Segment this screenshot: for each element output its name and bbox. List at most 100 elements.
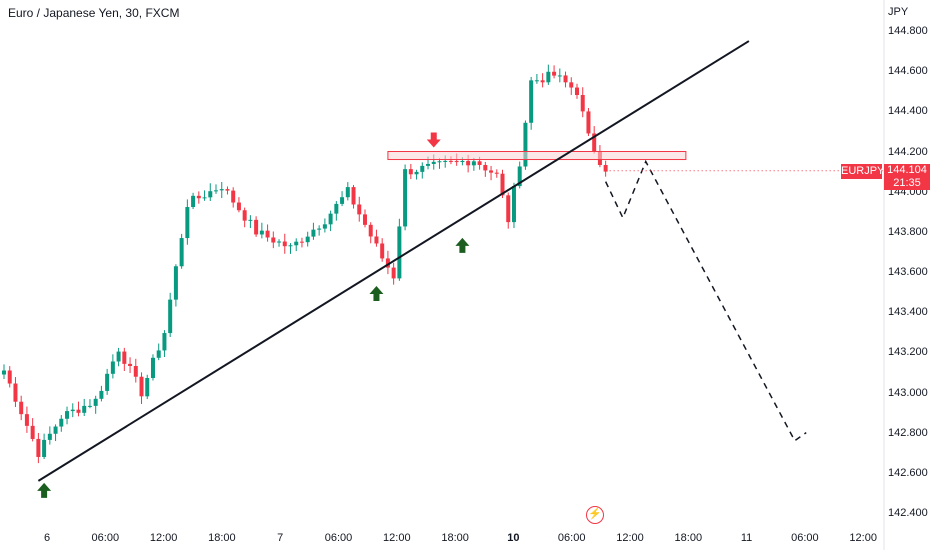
bar-countdown: 21:35: [893, 177, 921, 189]
price-tick-label: 143.600: [888, 266, 928, 278]
candle-body: [517, 166, 522, 187]
candle-body: [448, 160, 453, 162]
candle-body: [179, 238, 184, 267]
candle-body: [13, 383, 18, 402]
price-tick-label: 143.200: [888, 346, 928, 359]
candle-body: [248, 219, 253, 221]
candle-body: [47, 433, 52, 440]
time-tick-label: 06:00: [324, 532, 353, 544]
candle-body: [185, 207, 190, 239]
candle-body: [466, 160, 471, 166]
candle-body: [93, 398, 98, 406]
candle-body: [282, 241, 287, 247]
price-tick-label: 144.800: [888, 25, 928, 37]
candle-body: [254, 219, 259, 235]
candle-body: [340, 197, 345, 204]
price-tick-label: 144.200: [888, 145, 928, 158]
time-tick-label: 06:00: [91, 532, 120, 544]
candle-body: [460, 160, 465, 162]
candle-body: [105, 373, 110, 391]
candle-body: [437, 161, 442, 163]
candle-body: [277, 241, 282, 243]
candle-body: [592, 133, 597, 152]
candle-body: [2, 370, 6, 375]
candles-layer: [2, 64, 608, 464]
price-tick-label: 144.600: [888, 65, 928, 78]
candle-body: [87, 405, 92, 407]
time-tick-label: 12:00: [383, 532, 411, 544]
candle-body: [59, 418, 64, 427]
symbol-badge: EURJPY: [841, 164, 885, 179]
candle-body: [603, 164, 608, 172]
candle-body: [36, 438, 41, 457]
arrow-up-icon[interactable]: [455, 237, 470, 253]
candle-body: [334, 203, 339, 214]
resistance-zone[interactable]: [387, 151, 687, 161]
projection-path[interactable]: [604, 159, 807, 442]
candle-body: [139, 376, 144, 397]
candle-body: [540, 80, 545, 83]
candle-body: [351, 187, 356, 205]
candle-body: [30, 425, 35, 439]
candle-body: [288, 245, 293, 247]
candle-body: [202, 197, 207, 199]
candle-body: [156, 350, 161, 358]
candle-body: [431, 161, 436, 164]
candle-body: [271, 237, 276, 243]
candle-body: [214, 190, 219, 192]
candle-body: [133, 365, 138, 377]
candle-body: [53, 426, 58, 434]
candle-body: [162, 333, 167, 351]
candle-body: [368, 224, 373, 237]
candle-body: [236, 202, 241, 211]
candle-body: [408, 169, 413, 175]
candle-body: [70, 409, 75, 412]
lightning-icon[interactable]: ⚡: [586, 506, 604, 524]
candle-body: [24, 414, 29, 426]
candle-body: [426, 163, 431, 166]
candle-body: [42, 439, 47, 457]
price-tick-label: 143.000: [888, 386, 928, 399]
candle-body: [225, 189, 230, 191]
candle-body: [110, 361, 115, 374]
arrow-up-icon[interactable]: [369, 286, 384, 302]
candle-body: [477, 161, 482, 165]
candle-body: [552, 71, 557, 76]
candle-body: [569, 82, 574, 88]
candle-body: [362, 214, 367, 225]
price-tick-label: 144.400: [888, 105, 928, 118]
candle-body: [586, 111, 591, 134]
candle-body: [196, 195, 201, 199]
time-tick-label: 12:00: [616, 532, 644, 544]
candle-body: [65, 411, 70, 419]
time-tick-label: 12:00: [849, 532, 877, 544]
trendline[interactable]: [37, 40, 750, 482]
candle-body: [454, 161, 459, 163]
candle-body: [305, 236, 310, 243]
symbol-title[interactable]: Euro / Japanese Yen, 30, FXCM: [8, 6, 180, 20]
candle-body: [357, 204, 362, 215]
candle-body: [99, 390, 104, 399]
candle-body: [575, 87, 579, 96]
candle-body: [317, 228, 322, 230]
last-price-badge: 144.104 21:35: [884, 164, 930, 190]
candle-body: [76, 409, 81, 413]
candle-body: [403, 169, 408, 227]
candle-body: [546, 71, 551, 83]
candle-body: [506, 195, 511, 223]
price-tick-label: 142.400: [888, 507, 928, 519]
price-tick-label: 142.600: [888, 466, 928, 479]
time-tick-label: 12:00: [149, 532, 178, 544]
last-price-value: 144.104: [887, 164, 927, 176]
time-tick-label: 10: [507, 532, 520, 544]
candle-body: [7, 370, 12, 384]
candle-body: [116, 351, 121, 362]
candle-body: [420, 165, 425, 172]
candle-body: [511, 186, 516, 223]
arrow-up-icon[interactable]: [37, 482, 52, 498]
candle-body: [557, 75, 562, 77]
arrow-down-icon[interactable]: [426, 132, 441, 148]
candle-body: [529, 80, 534, 123]
candle-body: [168, 299, 173, 334]
